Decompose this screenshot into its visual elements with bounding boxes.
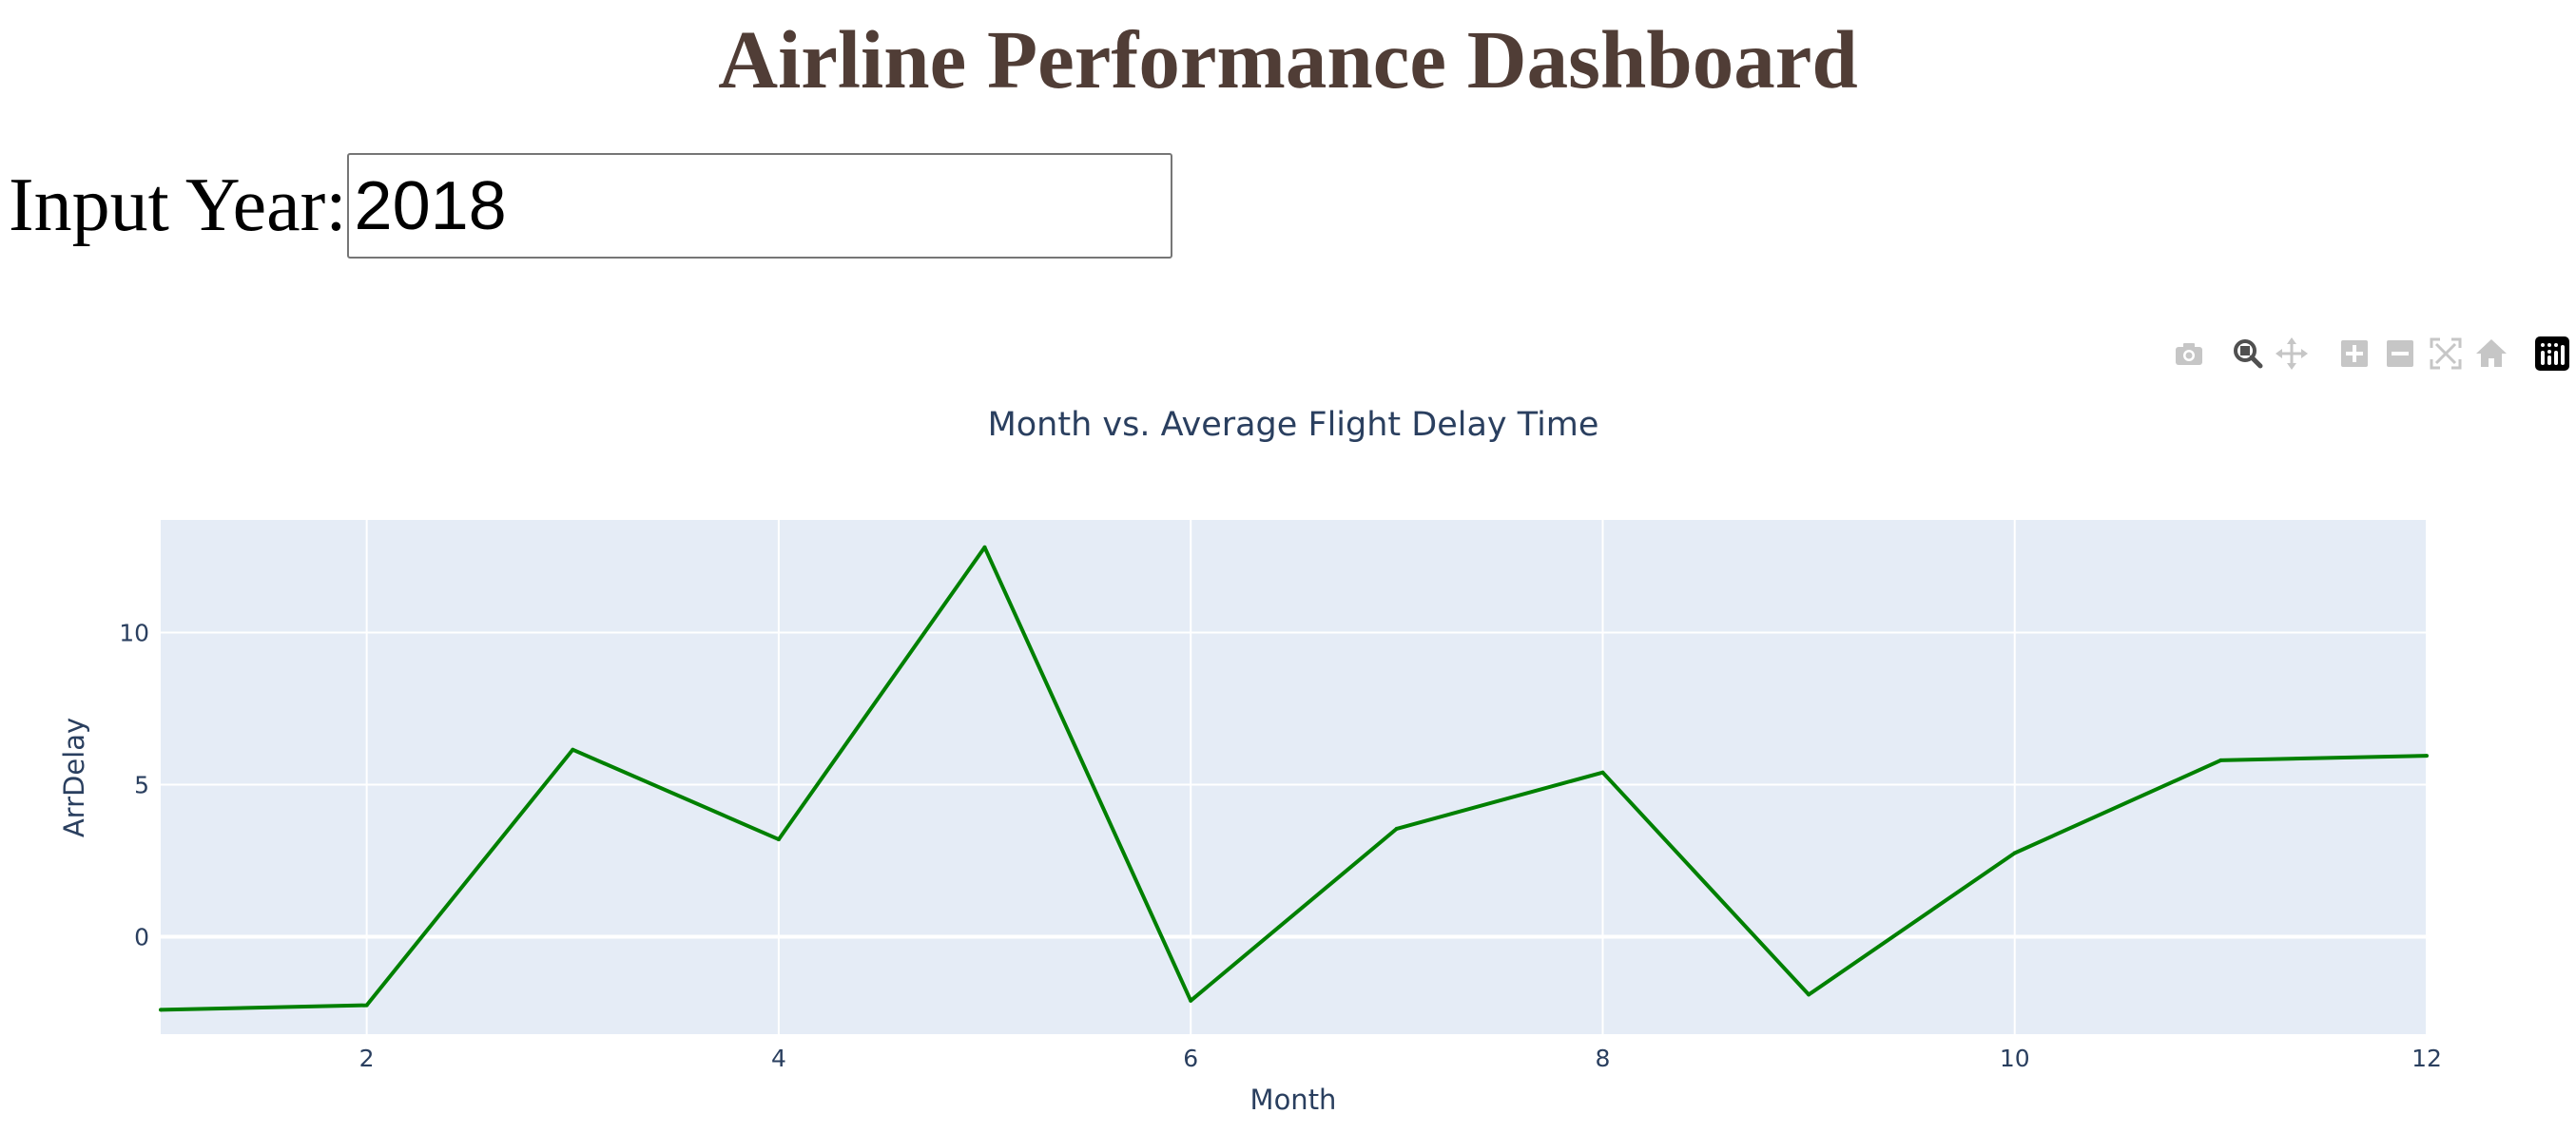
chart-title: Month vs. Average Flight Delay Time: [988, 406, 1599, 444]
data-point[interactable]: [776, 837, 781, 842]
year-input[interactable]: [346, 153, 1172, 259]
zoom-out-icon[interactable]: [2381, 335, 2419, 373]
chart-modebar: [2164, 335, 2569, 373]
data-point[interactable]: [1394, 826, 1399, 831]
data-point[interactable]: [1807, 992, 1811, 997]
reset-axes-icon[interactable]: [2472, 335, 2510, 373]
y-tick-labels: 0 5 10: [119, 619, 149, 951]
series-line[interactable]: [160, 545, 2428, 1012]
page-title: Airline Performance Dashboard: [718, 13, 1858, 106]
y-tick-label: 0: [134, 924, 149, 951]
year-input-label: Input Year:: [9, 163, 347, 247]
zoom-in-icon[interactable]: [2335, 335, 2373, 373]
autoscale-icon[interactable]: [2427, 335, 2465, 373]
x-tick-label: 2: [359, 1045, 375, 1072]
x-tick-label: 8: [1596, 1045, 1611, 1072]
data-point[interactable]: [2218, 758, 2223, 762]
x-tick-label: 4: [771, 1045, 786, 1072]
camera-icon[interactable]: [2170, 335, 2208, 373]
plot-area[interactable]: [161, 520, 2427, 1034]
pan-icon[interactable]: [2273, 335, 2311, 373]
delay-chart: Month vs. Average Flight Delay Time 2 4 6 8…: [0, 380, 2576, 1133]
x-tick-labels: 2 4 6 8 10 12: [359, 1045, 2442, 1072]
x-tick-label: 12: [2411, 1045, 2442, 1072]
data-point[interactable]: [2425, 754, 2429, 759]
plotly-logo-icon[interactable]: [2533, 335, 2571, 373]
x-axis-label: Month: [1250, 1084, 1337, 1116]
y-tick-label: 10: [119, 619, 149, 646]
data-point[interactable]: [982, 545, 987, 549]
data-point[interactable]: [364, 1003, 369, 1008]
data-point[interactable]: [1600, 770, 1605, 775]
data-point[interactable]: [571, 747, 575, 752]
y-axis-label: ArrDelay: [58, 718, 90, 837]
gridlines: [161, 520, 2428, 1034]
zoom-icon[interactable]: [2229, 335, 2267, 373]
year-input-row: Input Year:: [9, 152, 1172, 259]
series-layer: [159, 545, 2429, 1012]
y-tick-label: 5: [134, 772, 149, 799]
x-tick-label: 6: [1183, 1045, 1198, 1072]
line-chart-svg[interactable]: Month vs. Average Flight Delay Time 2 4 6 8…: [0, 380, 2576, 1133]
data-point[interactable]: [159, 1008, 163, 1012]
x-tick-label: 10: [2000, 1045, 2030, 1072]
data-point[interactable]: [1189, 998, 1193, 1003]
data-point[interactable]: [2012, 851, 2017, 855]
